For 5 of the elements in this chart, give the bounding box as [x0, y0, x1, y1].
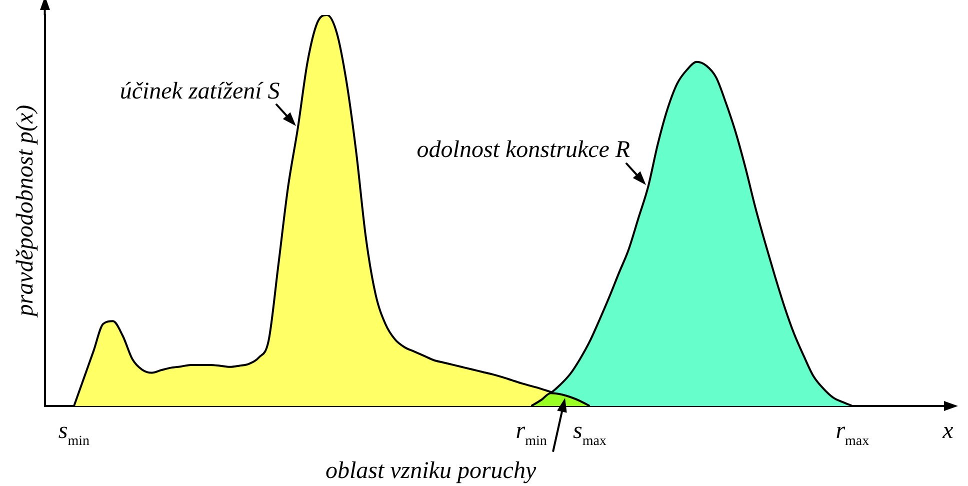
- x-axis-title: x: [942, 418, 954, 444]
- y-axis-title: pravděpodobnost p(x): [12, 104, 39, 318]
- text: oblast vzniku poruchy: [325, 458, 536, 484]
- series-label: odolnost konstrukce R: [416, 137, 630, 164]
- series-label: účinek zatížení S: [120, 78, 280, 104]
